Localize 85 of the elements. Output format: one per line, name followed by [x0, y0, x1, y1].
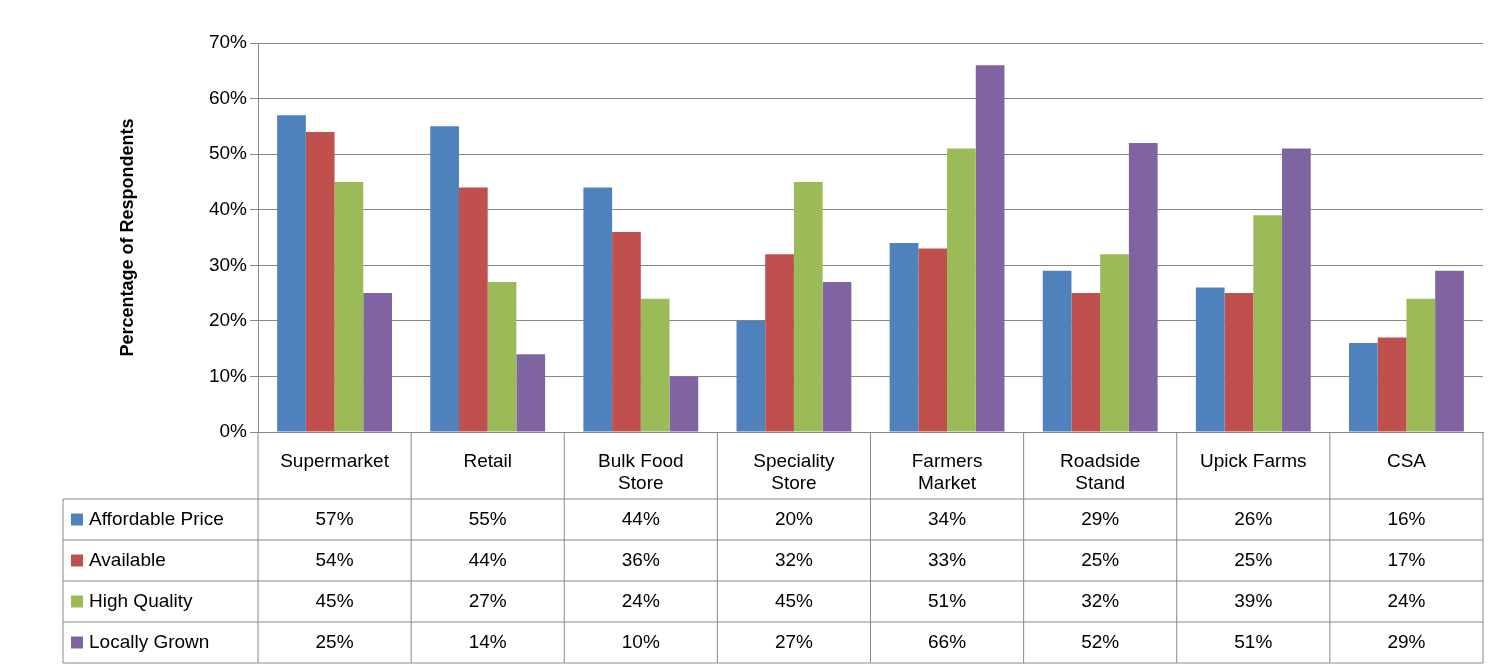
data-label: 27% [468, 589, 507, 611]
bar [975, 65, 1005, 432]
data-label: 29% [1387, 630, 1426, 652]
data-label: 52% [1081, 630, 1120, 652]
data-label: 24% [1387, 589, 1426, 611]
x-tick-label: Upick Farms [1200, 449, 1307, 471]
y-tick-label: 0% [219, 420, 248, 442]
x-tick-label: Speciality Store [753, 449, 836, 494]
bar [487, 281, 517, 432]
bar [1377, 337, 1407, 432]
x-tick-label: Bulk Food Store [598, 449, 684, 494]
data-label: 32% [1081, 589, 1120, 611]
data-label: 20% [774, 507, 814, 529]
data-label: 25% [315, 630, 354, 652]
bar [583, 187, 613, 432]
y-tick-label: 20% [208, 309, 248, 331]
data-label: 14% [468, 630, 507, 652]
y-tick-label: 60% [208, 86, 248, 108]
bar [1100, 254, 1129, 432]
bar [1224, 293, 1254, 432]
bar [1435, 270, 1464, 432]
data-label: 26% [1234, 507, 1273, 529]
bar [640, 298, 670, 432]
legend-label: Affordable Price [89, 507, 224, 529]
data-label: 36% [621, 548, 660, 570]
data-label: 16% [1387, 507, 1426, 529]
bar [458, 187, 488, 432]
bar [918, 248, 948, 432]
data-label: 55% [468, 507, 507, 529]
bar [612, 231, 641, 432]
bar [765, 254, 794, 432]
data-label: 25% [1234, 548, 1273, 570]
bar [1128, 143, 1158, 432]
bar [1282, 148, 1311, 432]
data-label: 33% [928, 548, 967, 570]
x-tick-label: Roadside Stand [1060, 449, 1141, 494]
bar [334, 181, 364, 432]
data-label: 51% [928, 589, 967, 611]
bar [1071, 293, 1101, 432]
data-label: 54% [315, 548, 354, 570]
bar [1406, 298, 1436, 432]
data-label: 24% [621, 589, 660, 611]
bar [1195, 287, 1225, 432]
data-label: 10% [621, 630, 660, 652]
x-tick-label: Retail [463, 449, 512, 471]
y-tick-label: 10% [208, 364, 248, 386]
bar [1253, 215, 1283, 432]
data-label: 51% [1234, 630, 1273, 652]
bar [669, 376, 699, 432]
y-tick-label: 70% [208, 31, 248, 53]
y-tick-label: 30% [208, 253, 248, 275]
data-label: 57% [315, 507, 354, 529]
legend-label: High Quality [89, 589, 193, 611]
data-label: 66% [928, 630, 967, 652]
bar [1042, 270, 1072, 432]
data-label: 39% [1234, 589, 1273, 611]
legend-label: Available [89, 548, 166, 570]
bar [363, 293, 392, 432]
bar [736, 320, 766, 432]
legend-label: Locally Grown [89, 630, 210, 652]
data-label: 17% [1387, 548, 1426, 570]
bar [793, 181, 823, 432]
data-label: 27% [774, 630, 814, 652]
bar [947, 148, 976, 432]
bar [430, 126, 459, 432]
data-label: 45% [315, 589, 354, 611]
y-tick-label: 50% [208, 142, 248, 164]
x-tick-label: CSA [1386, 449, 1427, 471]
data-label: 29% [1081, 507, 1120, 529]
bar [277, 115, 306, 432]
data-label: 34% [928, 507, 967, 529]
data-label: 44% [621, 507, 660, 529]
data-label: 32% [774, 548, 814, 570]
x-tick-label: Farmers Market [911, 449, 983, 494]
bar [822, 281, 852, 432]
y-axis-title: Percentage of Respondents [116, 118, 137, 357]
y-tick-label: 40% [208, 197, 248, 219]
bar [889, 243, 919, 432]
bar [1349, 343, 1378, 432]
data-label: 44% [468, 548, 507, 570]
data-label: 25% [1081, 548, 1120, 570]
bar [305, 131, 335, 432]
x-tick-label: Supermarket [280, 449, 390, 471]
data-label: 45% [774, 589, 814, 611]
bar [516, 354, 546, 432]
